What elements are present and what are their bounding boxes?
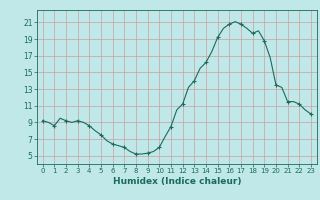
X-axis label: Humidex (Indice chaleur): Humidex (Indice chaleur) [113, 177, 241, 186]
